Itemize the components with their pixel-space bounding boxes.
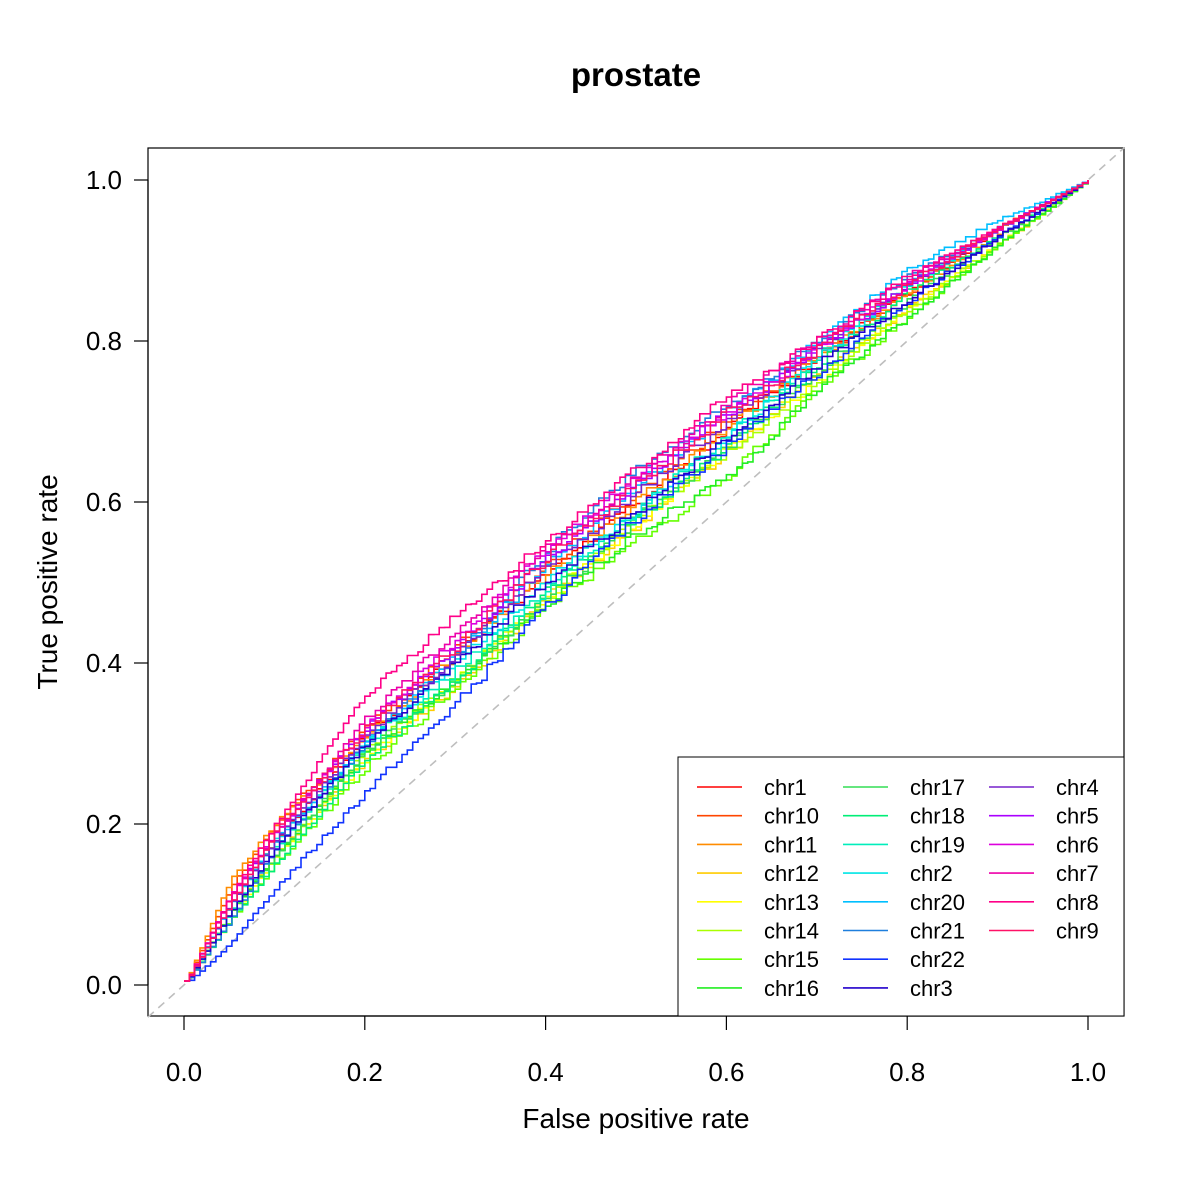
legend-label-chr18: chr18 [910, 804, 965, 829]
x-tick-label: 0.0 [166, 1057, 202, 1087]
legend: chr1 chr10 chr11 chr12 chr13 chr14 chr15 chr16 c… [677, 756, 1125, 1017]
y-tick-label: 0.0 [86, 970, 122, 1000]
y-tick-label: 1.0 [86, 165, 122, 195]
x-axis-label: False positive rate [522, 1103, 749, 1134]
legend-label-chr10: chr10 [764, 804, 819, 829]
x-tick-label: 0.8 [889, 1057, 925, 1087]
legend-label-chr14: chr14 [764, 919, 819, 944]
series-line-chr16 [184, 180, 1089, 982]
y-axis: 0.0 0.2 0.4 0.6 0.8 1.0 [86, 165, 149, 1000]
legend-box [677, 756, 1125, 1017]
legend-label-chr3: chr3 [910, 976, 953, 1001]
series-line-chr22 [184, 180, 1089, 982]
x-axis: 0.0 0.2 0.4 0.6 0.8 1.0 [166, 1015, 1106, 1087]
series-line-chr4 [184, 180, 1089, 982]
y-tick-label: 0.8 [86, 326, 122, 356]
legend-label-chr19: chr19 [910, 832, 965, 857]
legend-label-chr12: chr12 [764, 861, 819, 886]
chart-title: prostate [571, 56, 701, 93]
y-tick-label: 0.6 [86, 487, 122, 517]
series-line-chr17 [184, 180, 1089, 982]
legend-label-chr21: chr21 [910, 919, 965, 944]
legend-label-chr1: chr1 [764, 775, 807, 800]
legend-label-chr5: chr5 [1056, 804, 1099, 829]
legend-label-chr7: chr7 [1056, 861, 1099, 886]
series-line-chr9 [184, 180, 1089, 982]
series-line-chr8 [184, 180, 1089, 982]
legend-label-chr6: chr6 [1056, 832, 1099, 857]
diagonal-reference-line [147, 147, 1125, 1018]
legend-label-chr13: chr13 [764, 890, 819, 915]
legend-label-chr9: chr9 [1056, 919, 1099, 944]
series-line-chr18 [184, 180, 1089, 982]
x-tick-label: 0.4 [528, 1057, 564, 1087]
series-group [184, 180, 1089, 982]
series-line-chr3 [184, 180, 1089, 982]
x-tick-label: 1.0 [1070, 1057, 1106, 1087]
series-line-chr7 [184, 180, 1089, 982]
y-axis-label: True positive rate [32, 474, 63, 689]
legend-label-chr8: chr8 [1056, 890, 1099, 915]
y-tick-label: 0.2 [86, 809, 122, 839]
legend-label-chr20: chr20 [910, 890, 965, 915]
legend-label-chr22: chr22 [910, 947, 965, 972]
legend-label-chr4: chr4 [1056, 775, 1099, 800]
x-tick-label: 0.6 [708, 1057, 744, 1087]
legend-label-chr11: chr11 [764, 832, 817, 857]
legend-label-chr2: chr2 [910, 861, 953, 886]
legend-label-chr16: chr16 [764, 976, 819, 1001]
legend-label-chr17: chr17 [910, 775, 965, 800]
legend-label-chr15: chr15 [764, 947, 819, 972]
x-tick-label: 0.2 [347, 1057, 383, 1087]
y-tick-label: 0.4 [86, 648, 122, 678]
